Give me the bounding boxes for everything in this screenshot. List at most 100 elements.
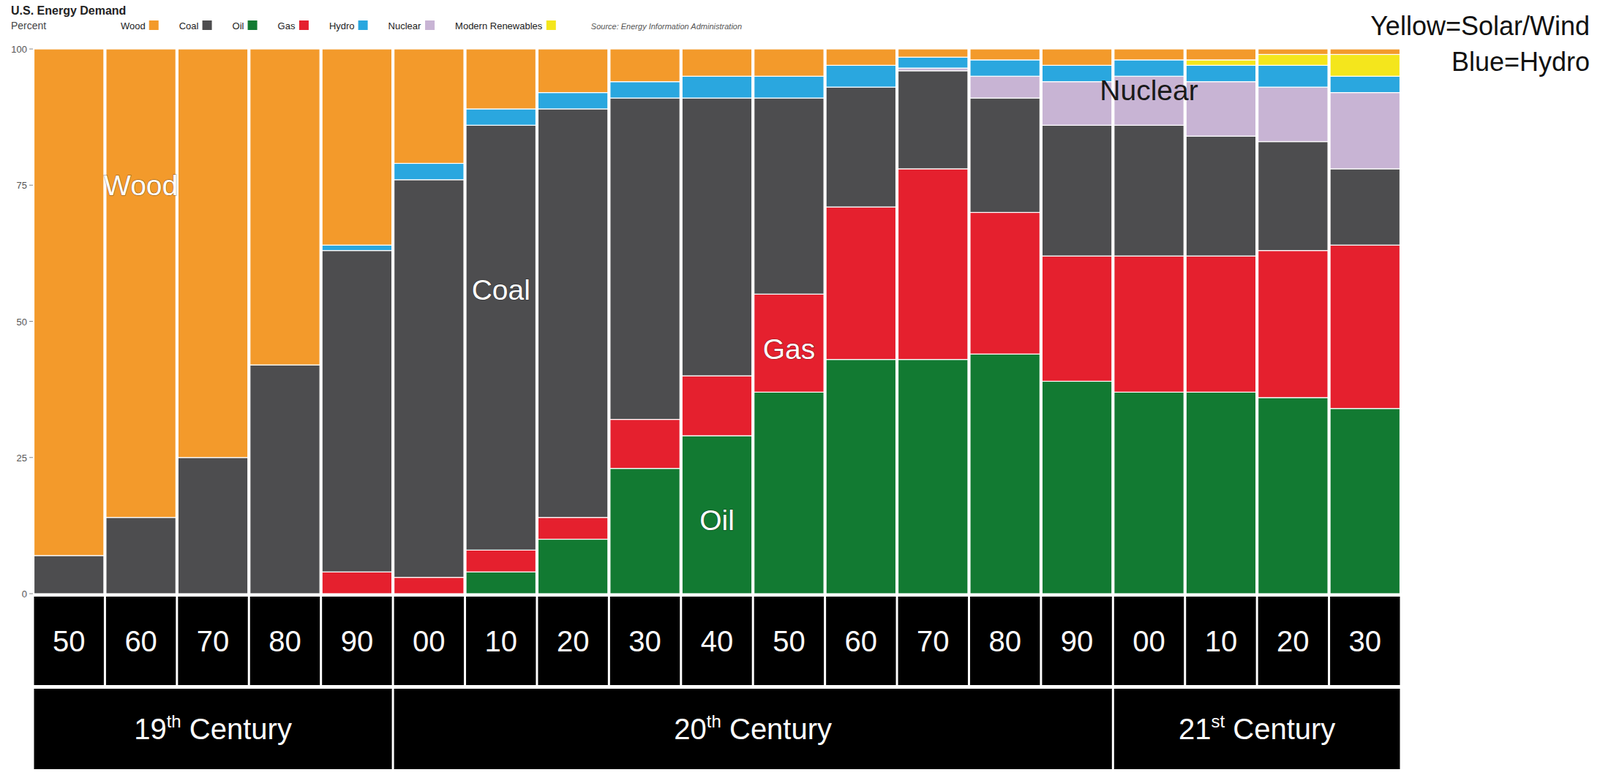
bar-segment	[321, 572, 392, 595]
bar-segment	[681, 76, 752, 99]
x-tick-label: 50	[52, 625, 86, 658]
group-label-part: 19	[133, 713, 167, 746]
legend-swatch	[248, 20, 258, 30]
bar-segment	[681, 376, 752, 437]
bar-segment	[825, 49, 896, 66]
legend-label: Gas	[278, 20, 296, 32]
legend-label: Nuclear	[388, 20, 422, 32]
x-tick-label: 00	[412, 625, 446, 658]
bar-segment	[1258, 397, 1328, 595]
bar-segment	[754, 76, 824, 99]
bar-segment	[825, 87, 896, 208]
bar-segment	[1185, 59, 1256, 66]
annotation: Wood	[103, 169, 178, 202]
x-tick-label: 90	[340, 625, 374, 658]
category-cell	[754, 596, 824, 686]
bar-segment	[610, 468, 680, 595]
bars	[34, 49, 1401, 595]
category-cell	[537, 596, 608, 686]
bar-segment	[898, 168, 968, 360]
y-tick	[29, 457, 33, 458]
bar-segment	[106, 517, 176, 595]
bar-segment	[1185, 49, 1256, 60]
y-tick-label: 50	[16, 316, 28, 328]
y-tick	[29, 49, 33, 50]
bar-segment	[970, 212, 1040, 355]
category-cell	[825, 596, 896, 686]
category-cell	[106, 596, 176, 686]
note: Blue=Hydro	[1451, 46, 1590, 77]
category-cell	[898, 596, 968, 686]
group-label-part: th	[166, 711, 182, 732]
group-label-part: 21	[1178, 713, 1212, 746]
bar-segment	[466, 572, 536, 595]
bar-segment	[970, 59, 1040, 77]
x-tick-label: 80	[268, 625, 302, 658]
bar-segment	[34, 556, 104, 595]
bar-segment	[394, 577, 464, 595]
y-tick-label: 0	[21, 588, 28, 600]
source: Source: Energy Information Administratio…	[591, 21, 742, 31]
x-tick-label: 10	[1204, 625, 1238, 658]
bar-segment	[970, 76, 1040, 99]
bar-segment	[898, 70, 968, 169]
bar-segment	[466, 109, 536, 126]
category-cell	[681, 596, 752, 686]
bar-segment	[970, 98, 1040, 213]
bar-segment	[466, 125, 536, 551]
group-label-part: th	[706, 711, 722, 732]
bar-segment	[1041, 256, 1112, 382]
bar-segment	[1114, 49, 1184, 60]
annotation: Nuclear	[1099, 74, 1198, 107]
bar-segment	[1330, 49, 1400, 55]
bar-segment	[321, 250, 392, 573]
bar-segment	[681, 98, 752, 377]
legend-swatch	[425, 20, 435, 30]
bar-segment	[1114, 256, 1184, 393]
bar-segment	[898, 49, 968, 58]
group-label: 19th Century	[133, 711, 292, 746]
x-tick-label: 80	[988, 625, 1022, 658]
bar-segment	[250, 49, 320, 366]
group-cell	[34, 689, 393, 770]
y-tick-label: 100	[10, 43, 28, 55]
bar-segment	[1330, 245, 1400, 409]
bar-segment	[537, 539, 608, 595]
bar-segment	[1258, 87, 1328, 142]
legend-label: Coal	[179, 20, 199, 32]
group-cell	[394, 689, 1113, 770]
annotation: Oil	[699, 504, 735, 537]
bar-segment	[1041, 49, 1112, 66]
bar-segment	[34, 49, 104, 557]
bar-segment	[898, 57, 968, 69]
bar-segment	[610, 419, 680, 469]
x-tick-label: 60	[124, 625, 158, 658]
x-tick-label: 70	[196, 625, 230, 658]
x-tick-label: 70	[916, 625, 950, 658]
category-cell	[1258, 596, 1328, 686]
bar-segment	[1330, 168, 1400, 246]
bar-segment	[1258, 141, 1328, 251]
bar-segment	[1330, 408, 1400, 595]
bar-segment	[394, 49, 464, 164]
x-tick-label: 30	[1349, 625, 1382, 658]
bar-segment	[1258, 49, 1328, 55]
bar-segment	[466, 550, 536, 573]
bar-segment	[754, 392, 824, 595]
bar-segment	[537, 517, 608, 540]
category-cell	[34, 596, 104, 686]
bar-segment	[1330, 54, 1400, 77]
bar-segment	[610, 81, 680, 99]
category-cell	[970, 596, 1040, 686]
x-tick-label: 90	[1060, 625, 1094, 658]
group-label-part: 20	[673, 713, 707, 746]
bar-segment	[754, 98, 824, 295]
bar-segment	[1330, 76, 1400, 93]
bar-segment	[754, 49, 824, 77]
bar-segment	[1258, 250, 1328, 398]
bar-segment	[106, 49, 176, 518]
bar-segment	[537, 49, 608, 93]
title: U.S. Energy Demand	[10, 4, 126, 17]
category-cell	[394, 596, 464, 686]
x-tick-label: 20	[1276, 625, 1310, 658]
